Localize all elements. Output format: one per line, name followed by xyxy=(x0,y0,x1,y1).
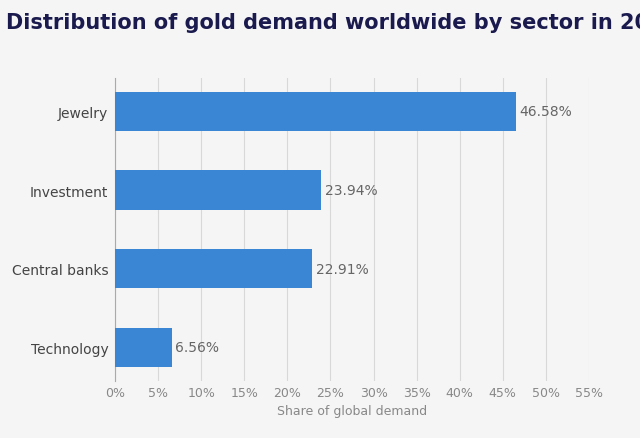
Text: 23.94%: 23.94% xyxy=(324,184,378,198)
Text: Distribution of gold demand worldwide by sector in 2022: Distribution of gold demand worldwide by… xyxy=(6,13,640,33)
Bar xyxy=(115,328,172,367)
Text: 6.56%: 6.56% xyxy=(175,341,219,355)
Text: 46.58%: 46.58% xyxy=(520,105,573,119)
Bar xyxy=(115,171,321,210)
Bar xyxy=(115,92,516,132)
X-axis label: Share of global demand: Share of global demand xyxy=(277,404,427,417)
Bar xyxy=(115,250,312,289)
Text: 22.91%: 22.91% xyxy=(316,262,369,276)
